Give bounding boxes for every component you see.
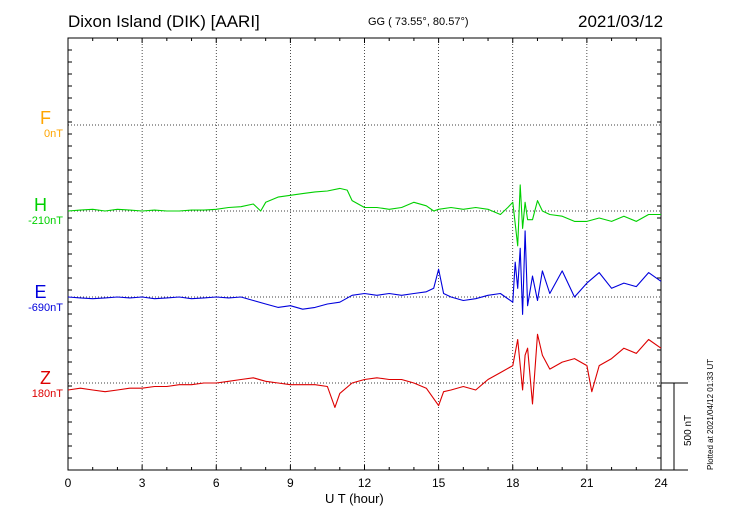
series-line-h: [67, 184, 661, 247]
x-tick-label-6: 6: [213, 476, 220, 490]
station-coordinates: GG ( 73.55°, 80.57°): [368, 16, 469, 28]
series-line-z: [67, 333, 662, 408]
x-tick-label-9: 9: [287, 476, 294, 490]
scale-bar: 500 nT: [661, 382, 694, 471]
plot-date: 2021/03/12: [578, 12, 664, 31]
label-h-base: -210nT: [28, 215, 63, 227]
scale-bar-label: 500 nT: [683, 415, 694, 446]
label-f: F 0nT: [20, 108, 63, 141]
station-title: Dixon Island (DIK) [AARI]: [68, 12, 260, 31]
x-tick-label-0: 0: [65, 476, 72, 490]
series-lines: [67, 184, 662, 408]
x-tick-label-24: 24: [654, 476, 668, 490]
label-e-name: E: [34, 282, 47, 302]
series-line-e: [67, 230, 662, 315]
label-z-name: Z: [40, 368, 51, 388]
label-z-base: 180nT: [31, 388, 63, 400]
label-h: H -210nT: [10, 195, 63, 228]
x-tick-label-15: 15: [432, 476, 446, 490]
x-tick-labels: 0 3 6 9 12 15 18 21 24: [65, 476, 668, 490]
x-tick-label-21: 21: [580, 476, 594, 490]
grid-lines: [68, 38, 661, 470]
plotted-timestamp: Plotted at 2021/04/12 01:33 UT: [706, 358, 715, 470]
x-tick-label-12: 12: [358, 476, 372, 490]
label-h-name: H: [34, 195, 47, 215]
axis-ticks: [67, 38, 662, 470]
x-tick-label-3: 3: [139, 476, 146, 490]
label-f-base: 0nT: [44, 128, 63, 140]
label-z: Z 180nT: [20, 368, 63, 401]
x-axis-title: U T (hour): [325, 491, 384, 506]
x-tick-label-18: 18: [506, 476, 520, 490]
label-e: E -690nT: [10, 282, 63, 315]
label-f-name: F: [40, 108, 51, 128]
label-e-base: -690nT: [28, 302, 63, 314]
